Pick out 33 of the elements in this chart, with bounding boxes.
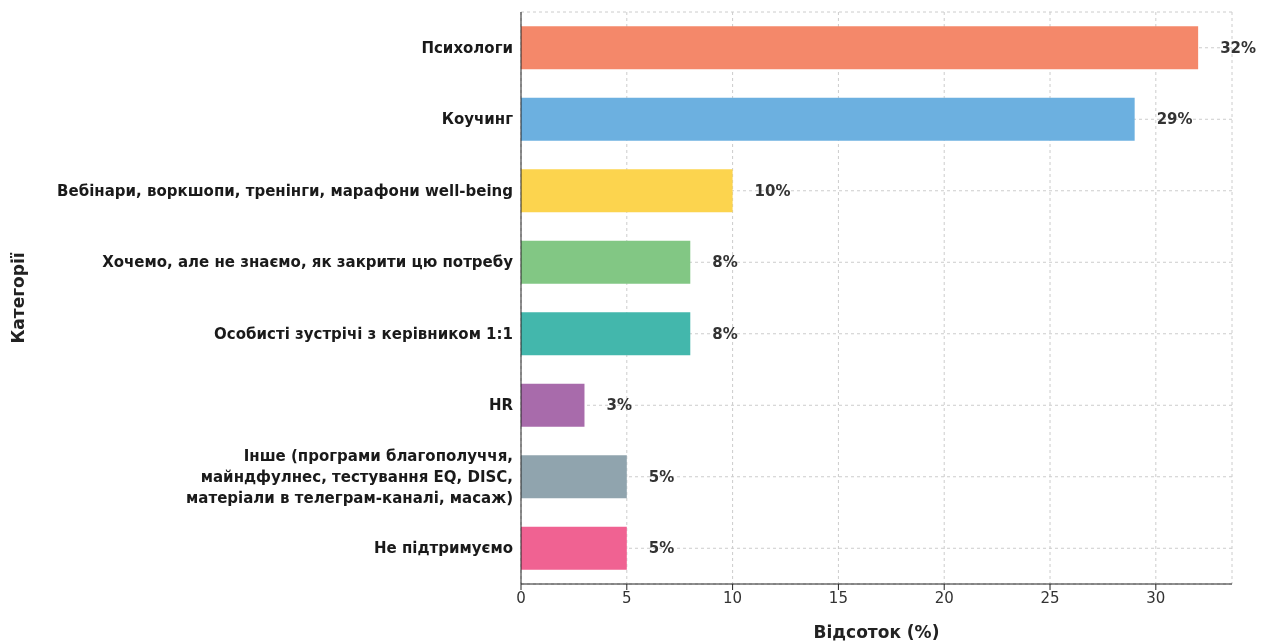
data-label: 8%: [712, 253, 738, 272]
x-tick-label: 15: [828, 588, 848, 607]
data-label: 5%: [648, 467, 675, 486]
x-tick-label: 10: [723, 588, 743, 607]
x-tick-label: 0: [516, 588, 526, 607]
y-tick-label: Коучинг: [441, 110, 514, 129]
y-tick-label: Не підтримуємо: [373, 539, 513, 558]
y-tick-label: Особисті зустрічі з керівником 1:1: [214, 324, 513, 343]
x-tick-label: 25: [1040, 588, 1060, 607]
bar: [521, 97, 1135, 141]
data-label: 29%: [1156, 110, 1193, 129]
bar: [521, 26, 1199, 70]
y-tick-label: Вебінари, воркшопи, тренінги, марафони well-being: [57, 181, 513, 200]
bar: [521, 383, 585, 427]
y-axis-title: Категорії: [8, 252, 29, 344]
bar: [521, 526, 627, 570]
y-tick-label: Інше (програми благополуччя, майндфулнес, тестування EQ, DISC, матеріали в телеграм-каналі, масаж): [186, 446, 513, 507]
bar: [521, 169, 733, 213]
x-tick-label: 20: [934, 588, 954, 607]
x-tick-label: 5: [622, 588, 632, 607]
data-label: 8%: [712, 324, 738, 343]
y-tick-label: Хочемо, але не знаємо, як закрити цю потребу: [102, 253, 514, 272]
bar: [521, 312, 691, 356]
data-label: 10%: [754, 181, 791, 200]
bar: [521, 455, 627, 499]
y-tick-label: HR: [488, 396, 514, 415]
data-label: 32%: [1220, 38, 1257, 57]
data-label: 3%: [606, 396, 632, 415]
bar: [521, 240, 691, 284]
data-label: 5%: [648, 539, 675, 558]
y-tick-label: Психологи: [421, 38, 513, 57]
x-tick-label: 30: [1146, 588, 1166, 607]
x-axis-title: Відсоток (%): [813, 622, 940, 642]
